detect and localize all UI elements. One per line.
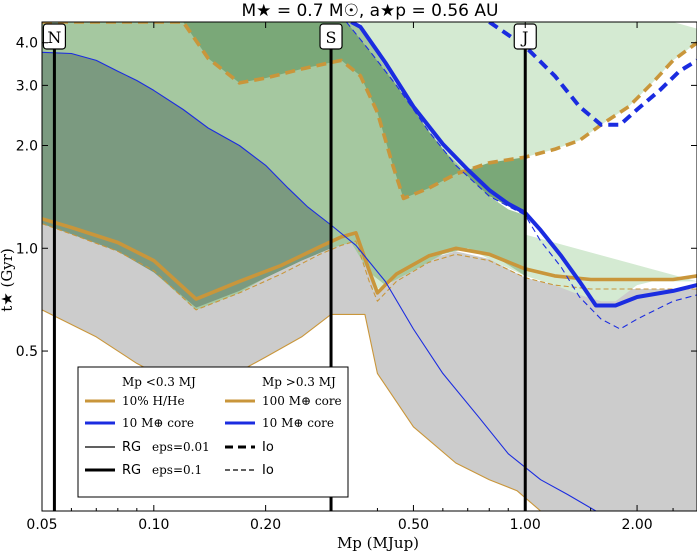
y-axis-label: t★ (Gyr) xyxy=(0,248,16,312)
x-tick-label: 0.50 xyxy=(398,517,429,533)
legend-style-code: RG xyxy=(122,463,141,478)
marker-label-j: J xyxy=(520,28,528,47)
legend-style-param: eps=0.01 xyxy=(152,440,210,454)
legend-entry-label: 10 M⊕ core xyxy=(262,416,334,430)
series-line-8 xyxy=(488,22,697,127)
series-line-4 xyxy=(42,51,597,511)
y-tick-label: 4.0 xyxy=(16,36,38,52)
legend: Mp <0.3 MJ Mp >0.3 MJ 10% H/He 100 M⊕ core 1… xyxy=(77,366,349,498)
x-tick-label: 0.20 xyxy=(250,517,281,533)
y-tick-label: 3.0 xyxy=(16,78,38,94)
x-tick-label: 0.10 xyxy=(138,517,169,533)
legend-entry-label: 10 M⊕ core xyxy=(122,416,194,430)
legend-entry-label: 100 M⊕ core xyxy=(262,394,342,408)
marker-label-s: S xyxy=(326,28,337,47)
x-axis-label: Mp (MJup) xyxy=(337,534,419,552)
grey-region xyxy=(42,221,697,511)
series-line-5 xyxy=(42,22,697,201)
legend-entry-label: 10% H/He xyxy=(122,394,185,408)
x-tick-label: 2.00 xyxy=(621,517,652,533)
legend-dash-label: Io xyxy=(262,463,274,478)
legend-header-left: Mp <0.3 MJ xyxy=(122,375,196,389)
legend-style-code: RG xyxy=(122,440,141,455)
plot-frame xyxy=(41,21,697,512)
y-tick-label: 0.5 xyxy=(16,344,38,360)
x-tick-label: 1.00 xyxy=(510,517,541,533)
grey-green-overlap xyxy=(42,52,331,308)
marker-box-s xyxy=(319,23,343,50)
y-tick-label: 2.0 xyxy=(16,138,38,154)
dark-green-region xyxy=(42,22,526,216)
x-tick-label: 0.05 xyxy=(26,517,57,533)
legend-header-right: Mp >0.3 MJ xyxy=(262,375,336,389)
series-line-2 xyxy=(42,217,697,301)
axes-layer: 0.05 0.10 0.20 0.50 1.00 2.00 0.5 1.0 2.0 3.0 4.0 xyxy=(16,21,697,533)
chart-title: M★ = 0.7 M☉, a★p = 0.56 AU xyxy=(242,1,499,21)
series-line-7 xyxy=(345,22,697,330)
regions-layer xyxy=(42,22,697,511)
legend-style-param: eps=0.1 xyxy=(152,463,202,477)
legend-box xyxy=(77,366,349,498)
legend-dash-label: Io xyxy=(262,440,274,455)
marker-box-n xyxy=(42,23,67,50)
series-line-3 xyxy=(42,223,697,311)
marker-label-n: N xyxy=(47,28,61,47)
y-tick-label: 1.0 xyxy=(16,241,38,257)
